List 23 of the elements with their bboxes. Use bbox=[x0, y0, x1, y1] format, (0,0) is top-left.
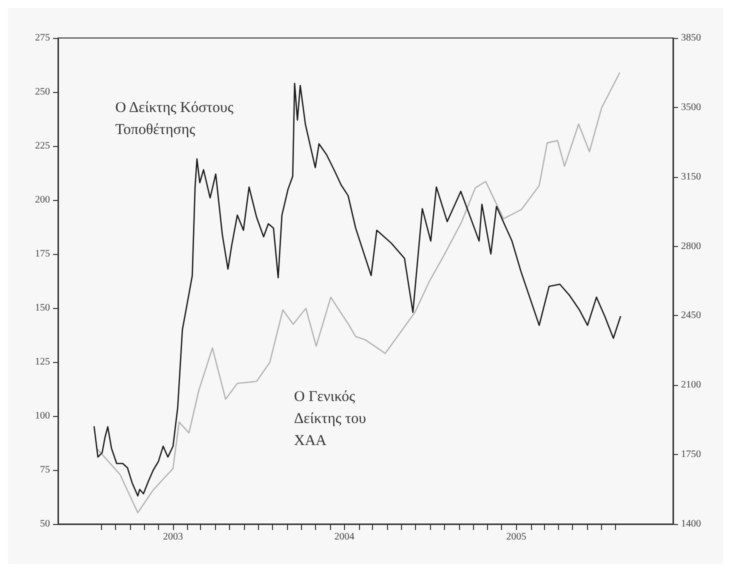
y-tick-label: 200 bbox=[35, 194, 50, 206]
y2-tick-label: 1750 bbox=[681, 449, 701, 460]
y-tick-label: 125 bbox=[35, 356, 50, 368]
y-tick-label: 225 bbox=[35, 140, 50, 152]
y2-tick-label: 3850 bbox=[681, 32, 701, 44]
x-tick-label: 2004 bbox=[334, 532, 354, 542]
y-tick-label: 150 bbox=[35, 302, 50, 314]
y2-tick-label: 1400 bbox=[681, 518, 701, 530]
y-tick-label: 175 bbox=[35, 248, 50, 260]
y-tick-label: 250 bbox=[35, 86, 50, 98]
y2-tick-label: 2800 bbox=[681, 240, 701, 252]
y-tick-label: 50 bbox=[40, 518, 50, 530]
x-tick-label: 2003 bbox=[163, 532, 184, 542]
x-tick-label: 2005 bbox=[506, 532, 526, 542]
y2-tick-label: 3150 bbox=[681, 171, 701, 182]
text: Ο Γενικός Δείκτης του ΧΑΑ bbox=[294, 389, 366, 450]
y2-tick-label: 3500 bbox=[681, 102, 701, 113]
text: Ο Δείκτης Κόστους Τοποθέτησης bbox=[115, 100, 234, 138]
y-tick-label: 100 bbox=[35, 410, 50, 422]
y2-tick-label: 2450 bbox=[681, 310, 701, 322]
y2-tick-label: 2100 bbox=[681, 380, 701, 391]
y-tick-label: 275 bbox=[35, 32, 50, 44]
y-tick-label: 75 bbox=[40, 464, 50, 476]
